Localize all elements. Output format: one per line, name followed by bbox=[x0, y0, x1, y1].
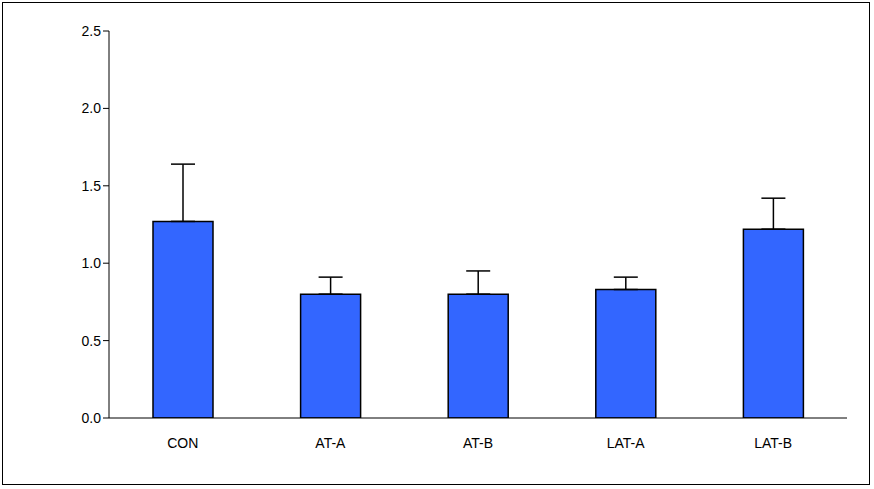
svg-text:1.5: 1.5 bbox=[82, 178, 102, 194]
svg-text:2.5: 2.5 bbox=[82, 23, 102, 39]
svg-text:AT-A: AT-A bbox=[315, 435, 346, 451]
svg-text:2.0: 2.0 bbox=[82, 100, 102, 116]
svg-text:LAT-A: LAT-A bbox=[607, 435, 646, 451]
svg-text:AT-B: AT-B bbox=[463, 435, 493, 451]
svg-text:LAT-B: LAT-B bbox=[754, 435, 792, 451]
svg-text:1.0: 1.0 bbox=[82, 255, 102, 271]
svg-text:0.0: 0.0 bbox=[82, 410, 102, 426]
svg-text:CON: CON bbox=[167, 435, 198, 451]
svg-text:0.5: 0.5 bbox=[82, 333, 102, 349]
